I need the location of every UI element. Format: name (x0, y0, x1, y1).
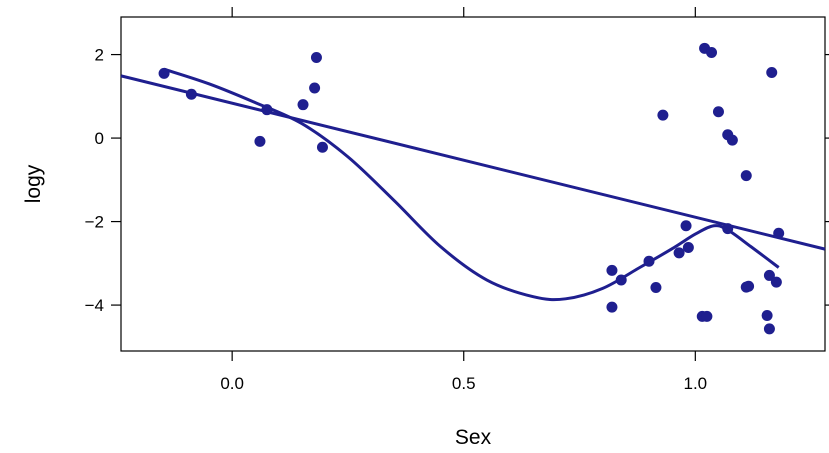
regression-line (120, 74, 826, 251)
data-point (722, 223, 734, 235)
data-point (309, 82, 321, 94)
data-point (763, 269, 775, 281)
regression-line-group (120, 74, 826, 251)
data-point (657, 109, 669, 121)
axis-ticks (111, 7, 829, 361)
data-point (185, 88, 197, 100)
data-point (766, 67, 778, 79)
x-tick-label: 0.5 (452, 374, 476, 393)
y-tick-label: 2 (95, 46, 104, 65)
data-point (761, 310, 773, 322)
data-point (261, 104, 273, 116)
tick-labels: 0.0 0.5 1.0 −4 −2 0 2 (85, 46, 708, 393)
smooth-curve-group (163, 67, 780, 302)
data-point (763, 323, 775, 335)
data-point (682, 241, 694, 253)
data-point (706, 46, 718, 58)
data-point (701, 310, 713, 322)
data-point (743, 280, 755, 292)
y-axis-title: logy (22, 164, 45, 203)
points-group (158, 42, 785, 335)
data-point (643, 255, 655, 267)
data-point (606, 264, 618, 276)
data-point (673, 247, 685, 259)
x-tick-label: 0.0 (220, 374, 244, 393)
data-point (770, 276, 782, 288)
data-point (773, 227, 785, 239)
plot-frame (120, 16, 826, 352)
data-point (606, 301, 618, 313)
y-tick-label: −4 (85, 296, 104, 315)
data-point (254, 135, 266, 147)
y-tick-label: 0 (95, 129, 104, 148)
data-point (316, 141, 328, 153)
data-point (650, 282, 662, 294)
data-point (310, 51, 322, 63)
y-tick-label: −2 (85, 213, 104, 232)
data-point (615, 274, 627, 286)
data-point (740, 170, 752, 182)
data-point (726, 134, 738, 146)
x-axis-title: Sex (455, 426, 492, 449)
data-point (158, 67, 170, 79)
x-tick-label: 1.0 (683, 374, 707, 393)
smooth-curve (163, 67, 780, 302)
data-point (297, 99, 309, 111)
data-point (680, 220, 692, 232)
data-point (712, 106, 724, 118)
